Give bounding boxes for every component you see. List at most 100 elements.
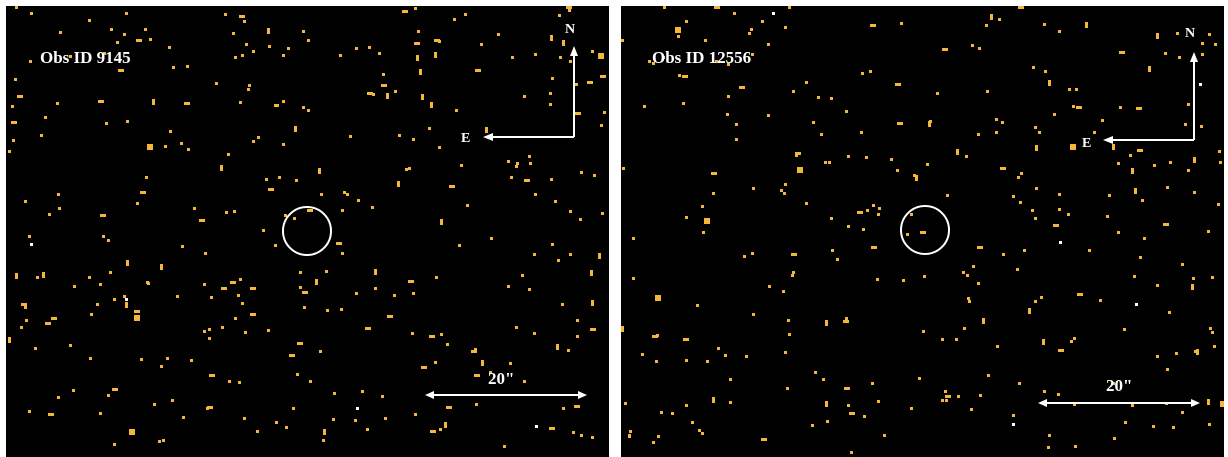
photon-pixel: [466, 204, 469, 207]
photon-pixel: [193, 207, 196, 210]
photon-pixel: [1075, 88, 1078, 91]
photon-pixel: [434, 361, 437, 364]
photon-pixel: [663, 6, 666, 9]
photon-pixel: [265, 178, 268, 181]
photon-pixel: [302, 30, 305, 33]
photon-pixel: [561, 303, 564, 306]
photon-pixel: [1119, 51, 1125, 54]
photon-pixel: [696, 304, 699, 307]
photon-pixel: [99, 283, 102, 286]
photon-pixel: [550, 35, 553, 41]
photon-pixel: [256, 430, 259, 433]
photon-pixel: [1208, 33, 1211, 36]
photon-pixel: [562, 407, 565, 410]
photon-pixel: [533, 253, 536, 256]
photon-pixel: [1034, 300, 1037, 303]
photon-pixel: [579, 218, 582, 221]
photon-pixel: [215, 82, 218, 85]
photon-pixel: [1207, 399, 1210, 405]
photon-pixel: [284, 214, 287, 217]
photon-pixel: [871, 382, 874, 385]
photon-pixel: [1031, 209, 1034, 212]
photon-pixel: [430, 102, 433, 108]
photon-pixel: [1108, 194, 1111, 197]
photon-pixel: [812, 121, 815, 124]
photon-pixel: [110, 28, 113, 31]
photon-pixel: [123, 295, 126, 298]
photon-pixel: [112, 388, 118, 391]
photon-pixel: [12, 139, 15, 142]
photon-pixel: [580, 434, 583, 437]
photon-pixel: [1099, 299, 1102, 302]
photon-pixel: [523, 95, 526, 98]
photon-pixel: [1048, 80, 1051, 86]
photon-pixel: [182, 416, 185, 419]
photon-pixel: [872, 204, 875, 207]
photon-pixel: [876, 278, 879, 281]
photon-pixel: [529, 162, 532, 165]
photon-pixel: [296, 373, 299, 376]
photon-pixel: [384, 417, 387, 420]
photon-pixel: [910, 407, 913, 410]
source-region-circle: [900, 205, 950, 255]
photon-pixel: [923, 275, 926, 278]
photon-pixel: [1034, 126, 1037, 129]
photon-pixel: [533, 332, 536, 335]
photon-pixel: [282, 100, 285, 103]
photon-pixel: [897, 122, 903, 125]
photon-pixel: [8, 150, 11, 153]
photon-pixel: [733, 12, 736, 15]
photon-pixel: [941, 399, 944, 402]
photon-pixel: [743, 255, 746, 258]
photon-pixel: [685, 20, 688, 23]
photon-pixel: [11, 105, 14, 108]
photon-pixel: [40, 134, 43, 137]
photon-pixel: [1018, 6, 1024, 9]
photon-pixel: [677, 35, 680, 38]
photon-pixel: [576, 319, 579, 322]
photon-pixel: [826, 420, 829, 423]
photon-pixel: [343, 191, 346, 194]
photon-pixel: [136, 202, 139, 205]
photon-pixel: [233, 210, 236, 213]
photon-pixel: [1129, 154, 1132, 157]
photon-pixel: [643, 105, 646, 108]
photon-pixel: [1168, 311, 1171, 314]
photon-pixel: [847, 155, 850, 158]
photon-pixel: [434, 52, 437, 58]
photon-pixel: [24, 306, 27, 309]
photon-pixel: [1152, 425, 1155, 428]
photon-pixel: [332, 418, 335, 421]
photon-pixel: [244, 331, 247, 334]
photon-pixel: [307, 39, 310, 42]
photon-pixel: [17, 95, 23, 98]
photon-pixel: [381, 395, 384, 398]
photon-pixel: [303, 306, 306, 309]
photon-pixel: [207, 406, 213, 409]
photon-pixel: [979, 394, 982, 397]
photon-pixel: [238, 381, 241, 384]
photon-pixel: [1217, 203, 1220, 206]
photon-pixel: [412, 138, 415, 141]
photon-pixel: [1193, 157, 1196, 163]
photon-pixel: [320, 193, 323, 196]
photon-pixel: [648, 60, 651, 63]
photon-pixel: [234, 317, 237, 320]
photon-pixel: [1073, 403, 1076, 406]
photon-pixel: [57, 396, 60, 399]
photon-pixel: [869, 70, 872, 73]
xray-image-panel-left: Obs ID 9145 N E 20": [6, 6, 609, 457]
photon-pixel: [1156, 33, 1159, 39]
photon-pixel: [252, 140, 255, 143]
photon-pixel: [393, 294, 396, 297]
photon-pixel: [998, 18, 1001, 21]
photon-pixel: [698, 429, 701, 432]
photon-pixel: [752, 187, 755, 190]
photon-pixel: [203, 283, 206, 286]
photon-pixel: [1020, 172, 1023, 175]
photon-pixel: [752, 313, 755, 316]
photon-pixel: [510, 176, 513, 179]
photon-pixel: [1178, 56, 1181, 59]
photon-pixel: [361, 390, 364, 393]
photon-pixel: [678, 74, 681, 77]
